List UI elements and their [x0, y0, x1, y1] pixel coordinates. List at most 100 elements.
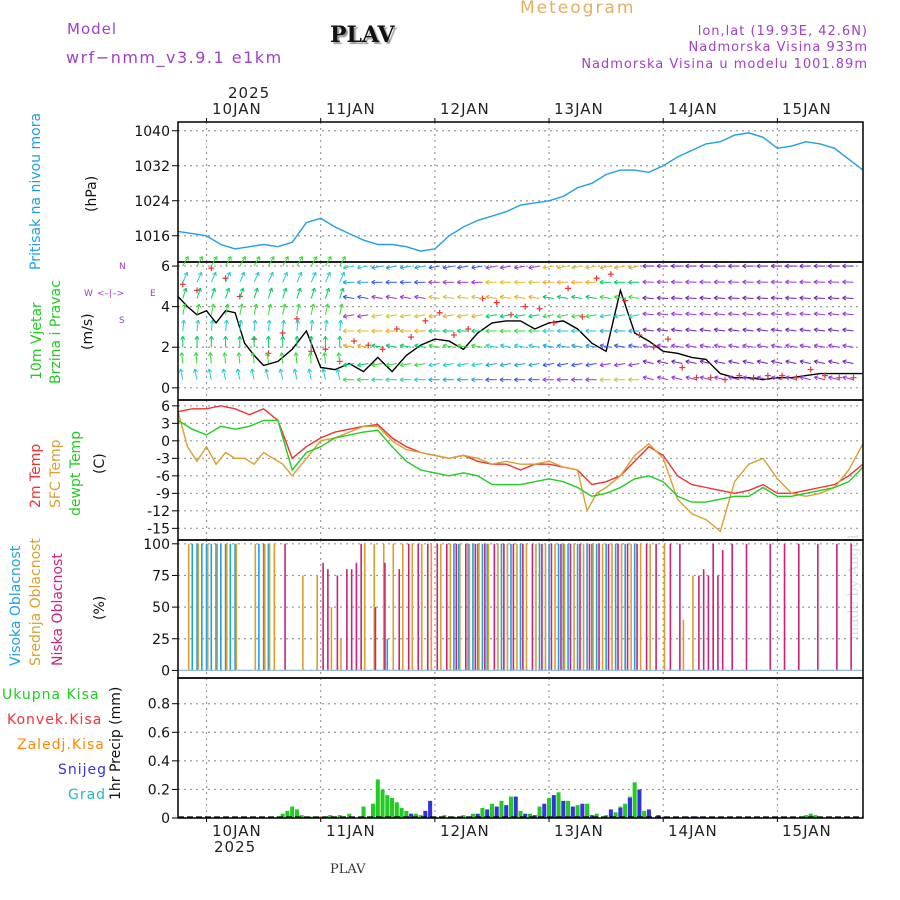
wind-arrow-head	[250, 352, 256, 357]
wind-arrow-head	[756, 311, 761, 317]
wind-arrow-head	[514, 264, 519, 270]
wind-arrow-head	[613, 328, 618, 334]
precip-bar	[390, 798, 395, 818]
wind-arrow	[685, 328, 697, 332]
wind-arrow	[310, 320, 313, 332]
precip-bar	[299, 815, 304, 818]
wind-arrow	[642, 328, 654, 332]
precip-bar	[518, 810, 523, 818]
wind-arrow-head	[371, 362, 376, 368]
wind-arrow	[324, 287, 330, 299]
wind-arrow-head	[842, 375, 847, 381]
wind-arrow	[528, 362, 540, 366]
wind-arrow	[671, 344, 683, 348]
wind-arrow-head	[323, 319, 329, 324]
wind-arrow	[323, 352, 326, 364]
wind-arrow-head	[471, 377, 476, 383]
wind-arrow-head	[312, 271, 317, 277]
page-title: PLAV	[330, 22, 395, 48]
wind-arrow-head	[485, 343, 490, 349]
wind-arrow	[571, 296, 583, 300]
wind-arrow	[628, 296, 640, 300]
wind-arrow-head	[442, 328, 447, 334]
precip-bar	[527, 813, 533, 818]
wind-arrow	[295, 352, 298, 364]
wind-arrow	[485, 344, 497, 348]
wind-arrow-head	[599, 294, 604, 300]
cloud_cover-ytick-label: 25	[152, 632, 170, 648]
wind-arrow	[571, 265, 583, 269]
wind-arrow-head	[713, 311, 718, 317]
wind-arrow-head	[770, 295, 775, 301]
wind-arrow	[771, 328, 783, 332]
wind-arrow	[756, 313, 768, 316]
wind-arrow	[210, 272, 217, 283]
wind-arrow	[799, 328, 811, 332]
wind-arrow-head	[180, 335, 186, 340]
wind-arrow-head	[628, 313, 633, 319]
wind-arrow-head	[642, 279, 647, 285]
wind-arrow-head	[371, 279, 376, 285]
top-day-13: 13JAN	[554, 100, 604, 118]
model-label: Model	[67, 20, 118, 38]
wind-arrow-head	[571, 294, 576, 300]
wind-arrow-head	[357, 377, 361, 383]
wind-arrow-head	[499, 264, 505, 270]
wind-arrow	[514, 296, 526, 300]
wind-arrow	[414, 265, 426, 269]
wind-arrow-head	[656, 295, 661, 301]
wind-arrow-head	[280, 335, 286, 340]
wind-arrow-head	[227, 256, 232, 261]
wind-arrow-head	[742, 311, 747, 317]
temperature-series-line	[177, 419, 864, 503]
precip-bar	[808, 813, 813, 818]
wind-arrow	[428, 296, 440, 300]
wind-arrow-head	[499, 294, 505, 300]
wind-gust-marker	[279, 330, 286, 337]
wind-arrow	[757, 376, 768, 381]
wind-arrow-head	[799, 375, 804, 381]
wind-arrow-head	[713, 295, 718, 301]
wind-arrow-head	[670, 263, 675, 269]
precip-bar	[380, 789, 385, 818]
wind-arrow-head	[728, 327, 733, 333]
precip-bar	[475, 813, 480, 818]
wind-arrow	[756, 297, 768, 300]
temperature-series-line	[177, 411, 864, 533]
wind-arrow	[628, 314, 640, 318]
precip-bar	[608, 809, 613, 818]
wind-arrow-head	[842, 263, 847, 269]
wind-arrow-head	[178, 368, 184, 373]
wind-arrow-head	[713, 263, 718, 269]
wind-arrow-head	[742, 295, 747, 301]
wind-arrow-head	[842, 279, 847, 285]
wind-arrow	[471, 314, 483, 318]
wind-arrow-head	[799, 263, 804, 269]
wind-gust-marker	[764, 372, 771, 379]
wind-arrow-head	[296, 303, 301, 308]
wind-arrow	[685, 376, 697, 381]
wind-arrow	[339, 320, 342, 332]
footer-title: PLAV	[330, 862, 366, 877]
wind-arrow-head	[756, 279, 761, 285]
precip-bar	[504, 805, 509, 818]
bottom-day-14: 14JAN	[668, 822, 718, 840]
wind-arrow-head	[236, 352, 242, 357]
wind-arrow	[428, 314, 440, 318]
wind-arrow-head	[742, 343, 747, 349]
wind-arrow	[785, 313, 797, 316]
wind-arrow	[528, 344, 540, 348]
wind-arrow	[742, 376, 754, 381]
wind-arrow-head	[335, 368, 341, 373]
wind-arrow-head	[514, 343, 519, 349]
wind-arrow	[343, 344, 355, 348]
wind-arrow-head	[428, 313, 433, 319]
wind-arrow	[471, 344, 483, 348]
wind-arrow-head	[499, 313, 505, 319]
cloud_cover-ytick-label: 75	[152, 568, 170, 584]
wind-arrow	[614, 265, 626, 269]
wind-arrow-head	[728, 343, 733, 349]
wind-arrow	[339, 272, 345, 283]
wind-arrow-head	[342, 328, 347, 334]
precip-bar	[556, 792, 561, 818]
